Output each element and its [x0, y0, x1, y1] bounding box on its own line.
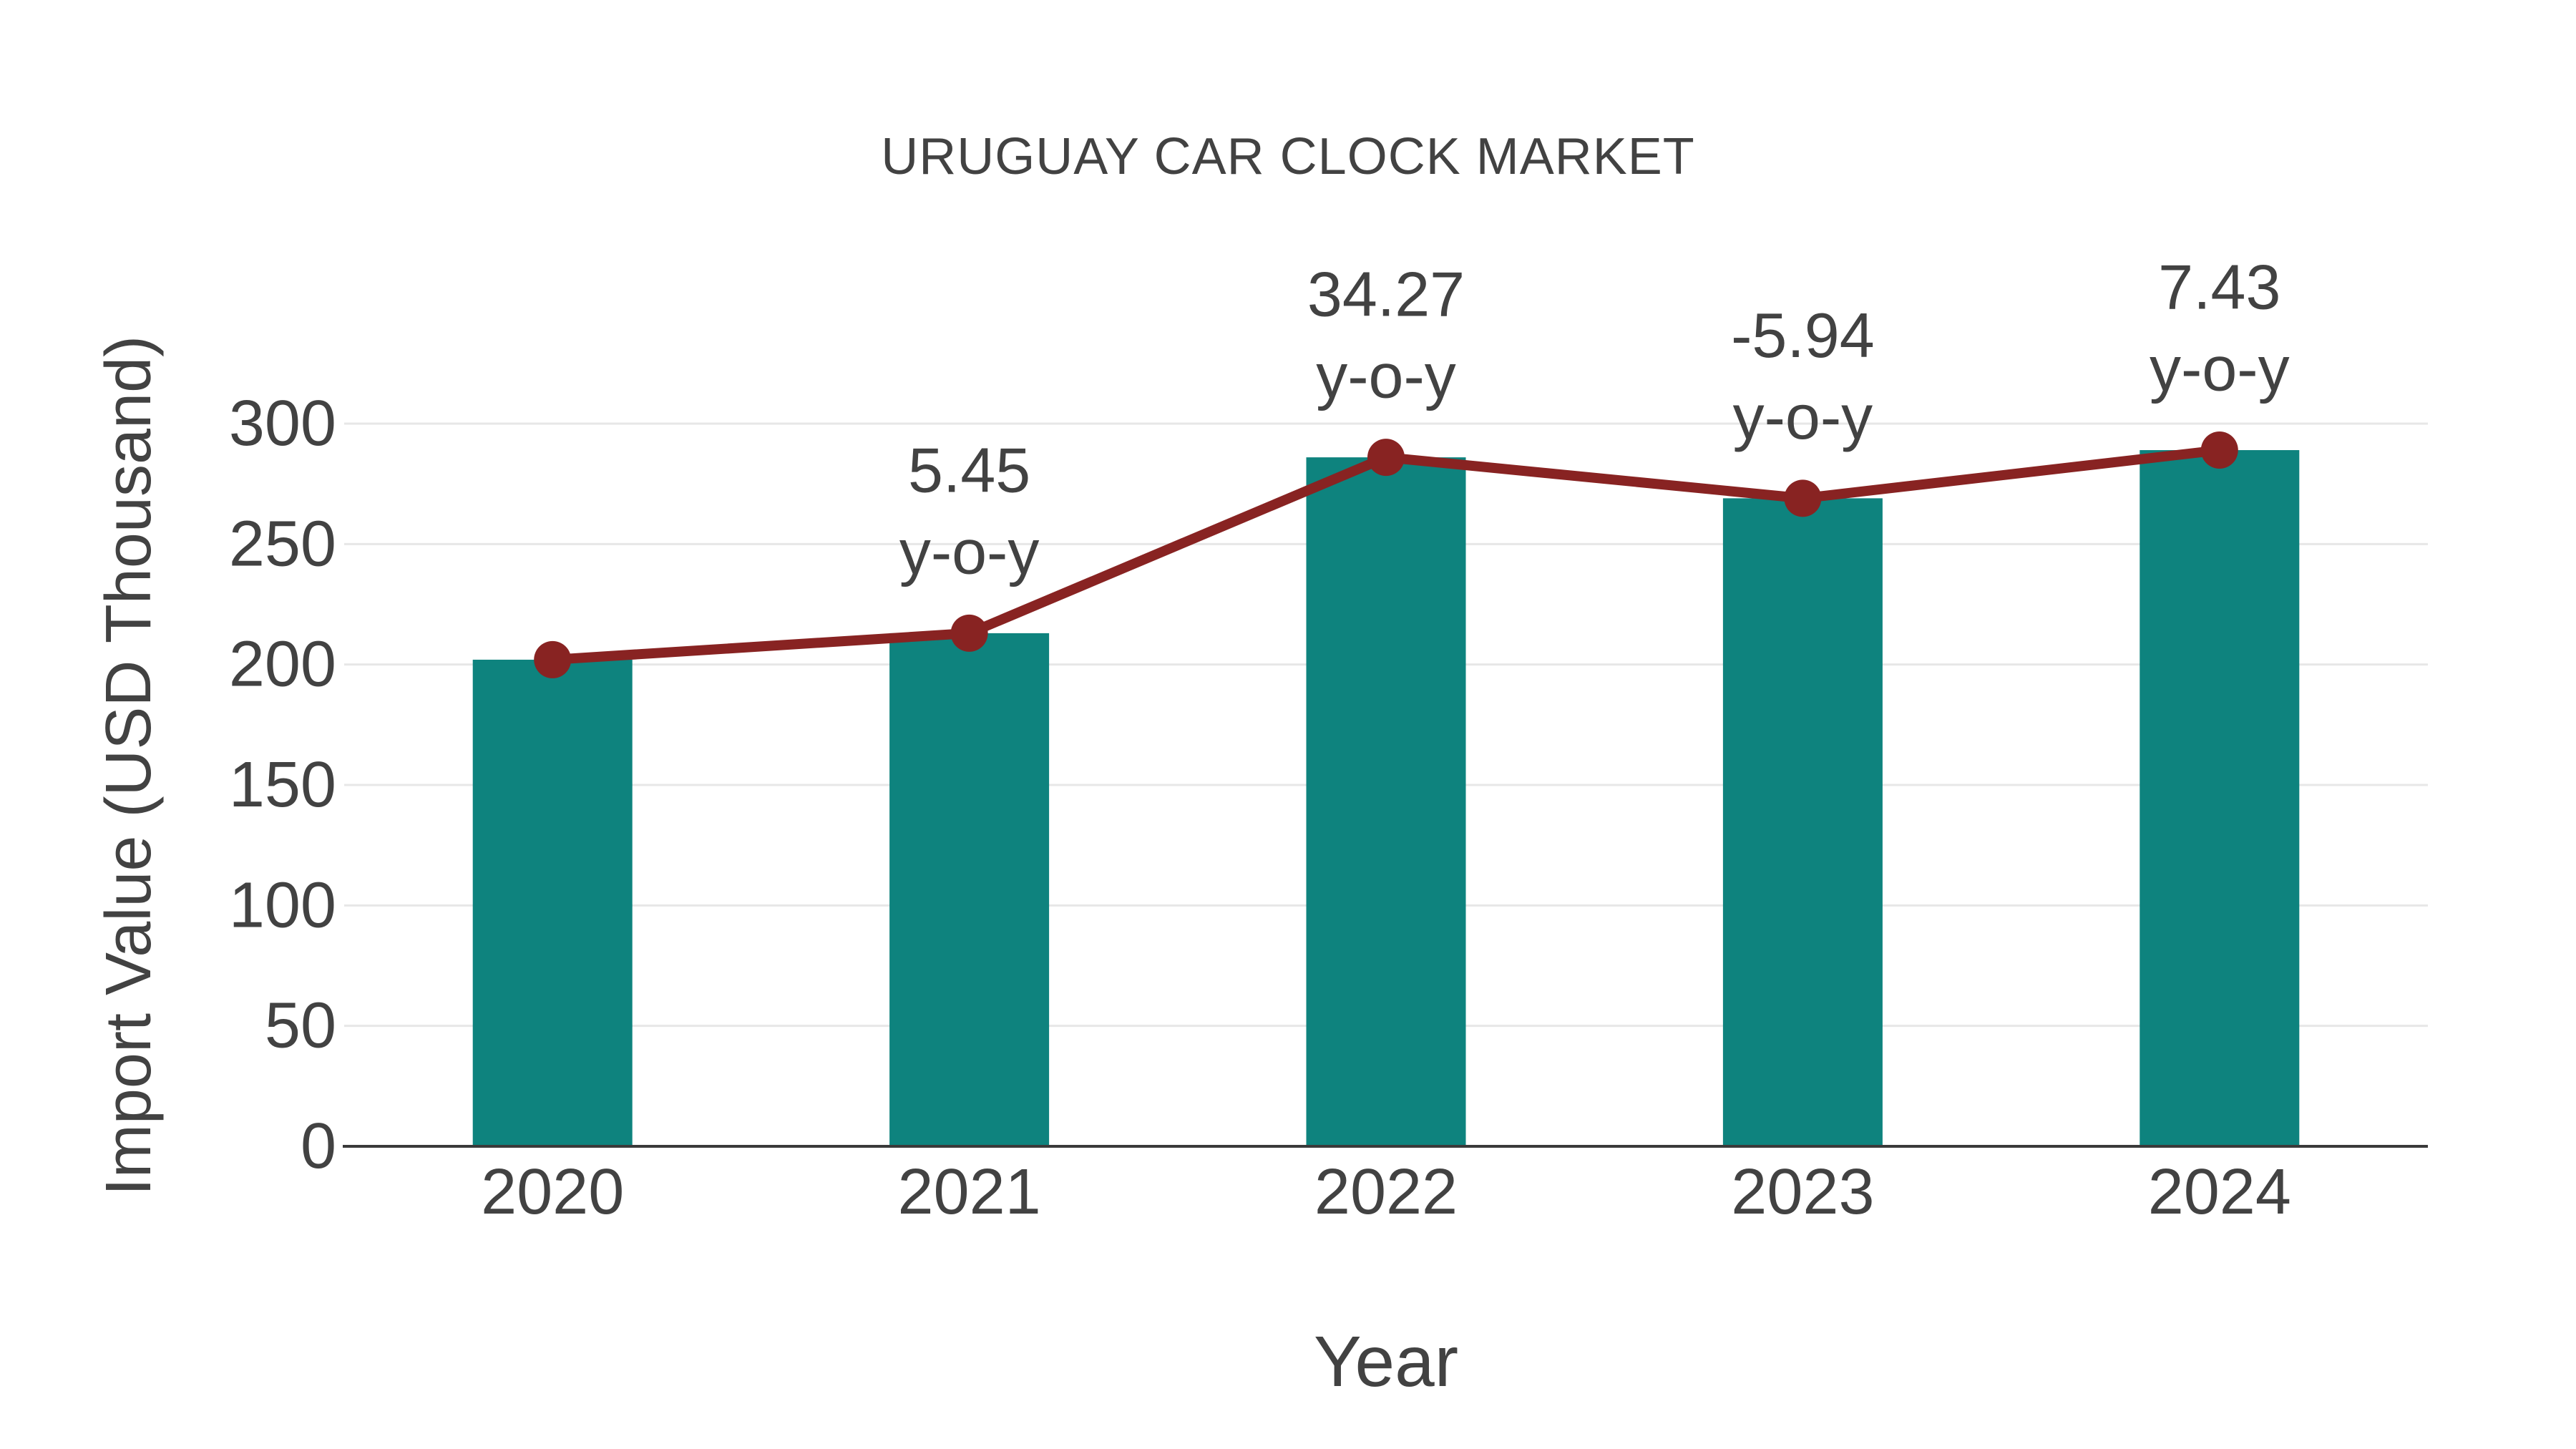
- x-tick-label-2023: 2023: [1731, 1156, 1874, 1228]
- marker-2020: [534, 640, 572, 678]
- y-tick-label-300: 300: [229, 388, 336, 459]
- annotation-2022-unit: y-o-y: [1316, 341, 1456, 411]
- x-tick-label-2022: 2022: [1314, 1156, 1458, 1228]
- marker-2021: [950, 614, 988, 652]
- x-tick-label-2021: 2021: [897, 1156, 1040, 1228]
- annotation-2021-value: 5.45: [908, 434, 1030, 505]
- bar-2023: [1722, 498, 1883, 1146]
- chart-title: URUGUAY CAR CLOCK MARKET: [881, 128, 1695, 185]
- y-tick-label-250: 250: [229, 508, 336, 580]
- x-axis-title: Year: [1313, 1322, 1459, 1402]
- y-tick-label-150: 150: [229, 749, 336, 821]
- y-tick-label-100: 100: [229, 869, 336, 941]
- x-tick-label-2020: 2020: [481, 1156, 624, 1228]
- y-tick-label-200: 200: [229, 629, 336, 701]
- bar-2024: [2140, 450, 2300, 1146]
- marker-2022: [1367, 439, 1405, 477]
- bar-2022: [1306, 457, 1466, 1146]
- annotation-2021-unit: y-o-y: [899, 516, 1040, 587]
- marker-2023: [1784, 479, 1822, 517]
- annotation-2024-unit: y-o-y: [2150, 333, 2290, 404]
- y-tick-label-50: 50: [265, 990, 336, 1062]
- annotation-2024-value: 7.43: [2158, 252, 2280, 323]
- y-tick-label-0: 0: [301, 1111, 336, 1182]
- x-tick-label-2024: 2024: [2148, 1156, 2291, 1228]
- bar-2021: [889, 633, 1050, 1146]
- annotation-2023-unit: y-o-y: [1733, 381, 1873, 452]
- marker-2024: [2200, 431, 2238, 469]
- annotation-2023-value: -5.94: [1731, 300, 1875, 371]
- bar-2020: [472, 659, 633, 1146]
- annotation-2022-value: 34.27: [1307, 259, 1465, 330]
